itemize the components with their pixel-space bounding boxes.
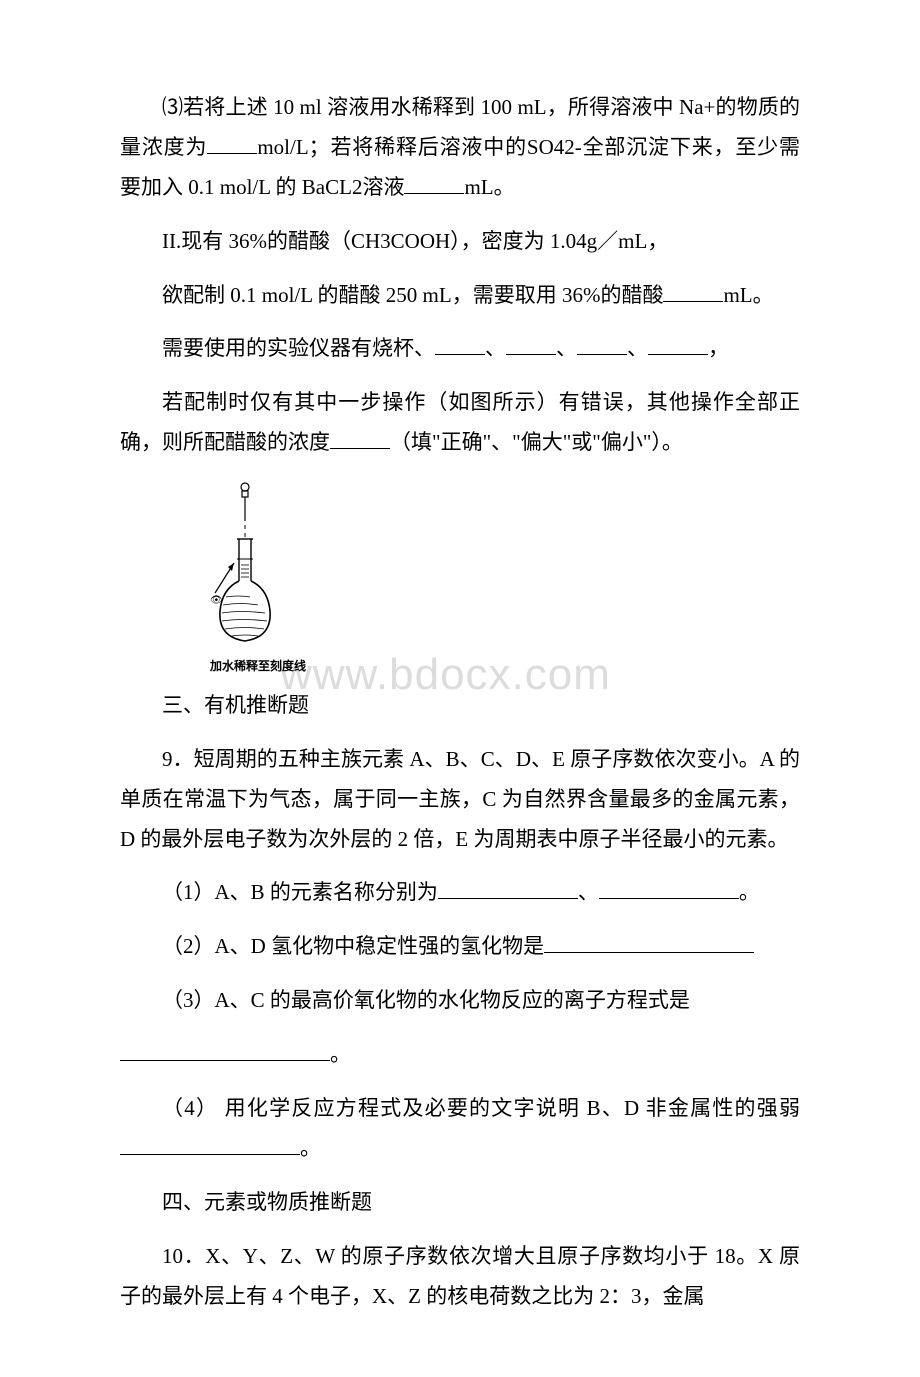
q9-2: （2）A、D 氢化物中稳定性强的氢化物是 <box>120 927 800 967</box>
q10-stem: 10．X、Y、Z、W 的原子序数依次增大且原子序数均小于 18。X 原子的最外层… <box>120 1237 800 1317</box>
paragraph-prepare: 欲配制 0.1 mol/L 的醋酸 250 mL，需要取用 36%的醋酸 mL。 <box>120 276 800 316</box>
fill-blank <box>404 169 464 194</box>
text-fragment: 四、元素或物质推断题 <box>162 1190 372 1214</box>
text-fragment: （4） 用化学反应方程式及必要的文字说明 B、D 非金属性的强弱 <box>162 1096 800 1120</box>
text-fragment: 10．X、Y、Z、W 的原子序数依次增大且原子序数均小于 18。X 原子的最外层… <box>120 1244 800 1308</box>
q9-1: （1）A、B 的元素名称分别为 、 。 <box>120 873 800 913</box>
fill-blank <box>544 928 754 953</box>
q9-4: （4） 用化学反应方程式及必要的文字说明 B、D 非金属性的强弱。 <box>120 1089 800 1169</box>
paragraph-error: 若配制时仅有其中一步操作（如图所示）有错误，其他操作全部正确，则所配醋酸的浓度（… <box>120 383 800 463</box>
text-fragment: mL。 <box>723 283 773 307</box>
fill-blank <box>330 424 390 449</box>
paragraph-q3: ⑶若将上述 10 ml 溶液用水稀释到 100 mL，所得溶液中 Na+的物质的… <box>120 88 800 208</box>
paragraph-ii: II.现有 36%的醋酸（CH3COOH），密度为 1.04g／mL， <box>120 222 800 262</box>
text-fragment: ， <box>708 336 729 360</box>
fill-blank <box>207 129 257 154</box>
fill-blank <box>663 276 723 301</box>
fill-blank <box>648 330 708 355</box>
section-4-heading: 四、元素或物质推断题 <box>120 1183 800 1223</box>
text-fragment: 需要使用的实验仪器有烧杯、 <box>162 336 435 360</box>
fill-blank <box>599 874 739 899</box>
svg-text:👁: 👁 <box>210 595 223 606</box>
text-fragment: （2）A、D 氢化物中稳定性强的氢化物是 <box>162 934 544 958</box>
text-fragment: （3）A、C 的最高价氧化物的水化物反应的离子方程式是 <box>162 988 690 1012</box>
q9-3-blank: 。 <box>120 1035 800 1075</box>
text-fragment: （填"正确"、"偏大"或"偏小"）。 <box>390 430 683 454</box>
fill-blank <box>120 1130 300 1155</box>
figure-caption: 加水稀释至刻度线 <box>210 655 800 678</box>
q9-stem: 9．短周期的五种主族元素 A、B、C、D、E 原子序数依次变小。A 的单质在常温… <box>120 740 800 860</box>
text-fragment: （1）A、B 的元素名称分别为 <box>162 880 438 904</box>
section-3-heading: 三、有机推断题 <box>120 686 800 726</box>
paragraph-instruments: 需要使用的实验仪器有烧杯、 、 、 、 ， <box>120 329 800 369</box>
volumetric-flask-icon: 👁 <box>210 481 280 651</box>
fill-blank <box>577 330 627 355</box>
text-fragment: 、 <box>578 880 599 904</box>
text-fragment: 9．短周期的五种主族元素 A、B、C、D、E 原子序数依次变小。A 的单质在常温… <box>120 747 800 851</box>
flask-figure: 👁 加水稀释至刻度线 <box>210 481 800 678</box>
text-fragment: mL。 <box>464 175 514 199</box>
fill-blank <box>120 1036 330 1061</box>
text-fragment: 、 <box>485 336 506 360</box>
fill-blank <box>438 874 578 899</box>
text-fragment: 。 <box>739 880 760 904</box>
text-fragment: 三、有机推断题 <box>162 693 309 717</box>
document-content: ⑶若将上述 10 ml 溶液用水稀释到 100 mL，所得溶液中 Na+的物质的… <box>120 88 800 1317</box>
fill-blank <box>506 330 556 355</box>
q9-3: （3）A、C 的最高价氧化物的水化物反应的离子方程式是 <box>120 981 800 1021</box>
text-fragment: 。 <box>300 1136 321 1160</box>
text-fragment: 欲配制 0.1 mol/L 的醋酸 250 mL，需要取用 36%的醋酸 <box>162 283 663 307</box>
fill-blank <box>435 330 485 355</box>
text-fragment: 、 <box>556 336 577 360</box>
text-fragment: 。 <box>330 1042 351 1066</box>
text-fragment: 、 <box>627 336 648 360</box>
text-fragment: II.现有 36%的醋酸（CH3COOH），密度为 1.04g／mL， <box>162 229 668 253</box>
